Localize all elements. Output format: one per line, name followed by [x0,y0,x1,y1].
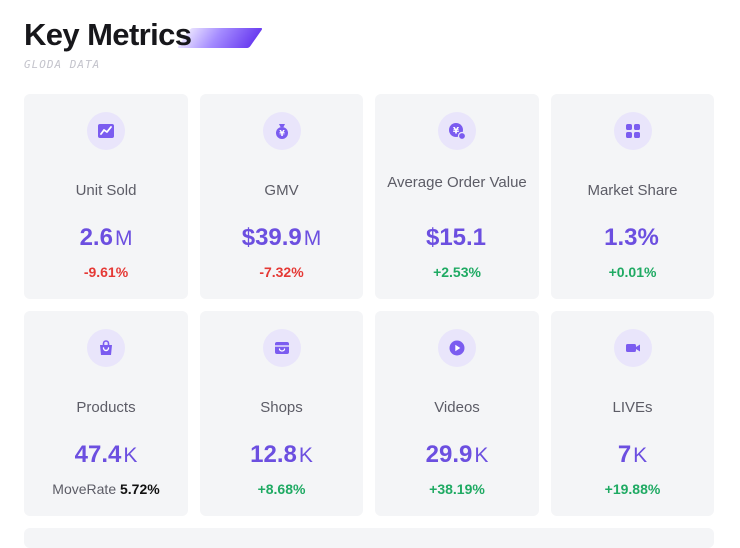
chart-icon [87,112,125,150]
money-bag-icon: ¥ [262,112,301,150]
metric-change: +19.88% [604,481,661,497]
metric-label: GMV [264,182,299,199]
metric-label: Average Order Value [387,174,527,191]
moverate-label: MoveRate [52,481,117,497]
next-section-card [24,528,714,548]
page-subtitle: GLODA DATA [24,58,101,71]
metric-card-gmv[interactable]: ¥ GMV $39.9M -7.32% [200,94,363,299]
metric-value: 12.8K [250,441,313,468]
page-title: Key Metrics [24,17,192,52]
moverate-value: 5.72% [120,481,160,497]
shopping-bag-icon [87,329,125,367]
metric-label: Videos [434,399,480,416]
metric-card-unit-sold[interactable]: Unit Sold 2.6M -9.61% [24,94,188,299]
title-wrap: Key Metrics [24,16,264,54]
metric-value: 2.6M [79,224,133,251]
metric-value: 29.9K [425,441,489,468]
metric-value: 47.4K [74,441,138,468]
metric-card-average-order-value[interactable]: ¥ Average Order Value $15.1 +2.53% [375,94,539,299]
metric-card-market-share[interactable]: Market Share 1.3% +0.01% [551,94,714,299]
metric-card-videos[interactable]: Videos 29.9K +38.19% [375,311,539,516]
shop-icon [262,329,301,367]
svg-text:¥: ¥ [279,129,285,138]
video-camera-icon [613,329,652,367]
metric-label: Market Share [587,182,678,199]
metric-card-products[interactable]: Products 47.4K MoveRate 5.72% [24,311,188,516]
metric-change: -7.32% [259,264,304,280]
grid-icon [613,112,652,150]
metric-value: 1.3% [604,224,659,251]
metric-value: $15.1 [425,224,487,251]
play-icon [438,329,476,367]
metric-moverate: MoveRate 5.72% [24,481,188,497]
svg-text:¥: ¥ [453,127,460,137]
metric-label: Unit Sold [75,182,137,199]
metric-change: +0.01% [608,264,657,280]
yen-coin-icon: ¥ [438,112,476,150]
metric-change: -9.61% [83,264,129,280]
metric-label: Shops [260,399,303,416]
metric-change: +8.68% [257,481,306,497]
metric-label: LIVEs [612,399,653,416]
metric-card-shops[interactable]: Shops 12.8K +8.68% [200,311,363,516]
metrics-grid: Unit Sold 2.6M -9.61% ¥ GMV $39.9M -7.32… [24,94,714,516]
metric-card-lives[interactable]: LIVEs 7K +19.88% [551,311,714,516]
metric-value: 7K [617,441,648,468]
metric-value: $39.9M [241,224,322,251]
metric-label: Products [76,399,136,416]
header: Key Metrics GLODA DATA [24,16,324,76]
metric-change: +38.19% [429,481,485,497]
metric-change: +2.53% [433,264,481,280]
